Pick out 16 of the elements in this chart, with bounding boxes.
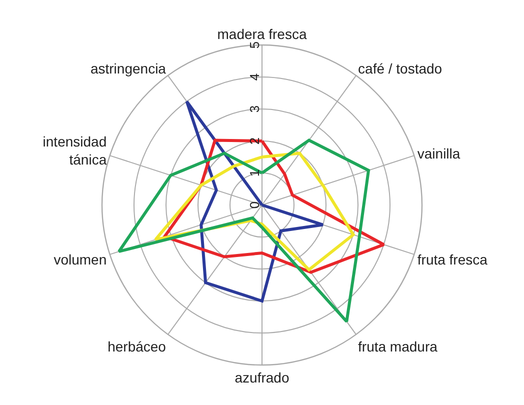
spoke-label: astringencia	[90, 60, 166, 76]
spoke-label: fruta fresca	[417, 251, 488, 268]
y-tick-label: 1	[246, 169, 262, 177]
y-tick-label: 5	[246, 41, 262, 49]
y-tick-label: 2	[246, 137, 262, 145]
y-tick-label: 4	[246, 73, 262, 81]
spoke-label: volumen	[54, 251, 107, 268]
y-tick-label: 3	[246, 105, 262, 113]
spoke-label: fruta madura	[358, 338, 438, 354]
spoke-label: madera fresca	[217, 26, 307, 42]
spoke-label: azufrado	[234, 369, 290, 386]
spoke-label: café / tostado	[358, 60, 442, 76]
spoke-label: herbáceo	[108, 338, 166, 354]
spoke-label: vainilla	[417, 145, 460, 162]
y-tick-label: 0	[246, 201, 262, 209]
spoke-label: intensidad tánica	[42, 133, 107, 168]
